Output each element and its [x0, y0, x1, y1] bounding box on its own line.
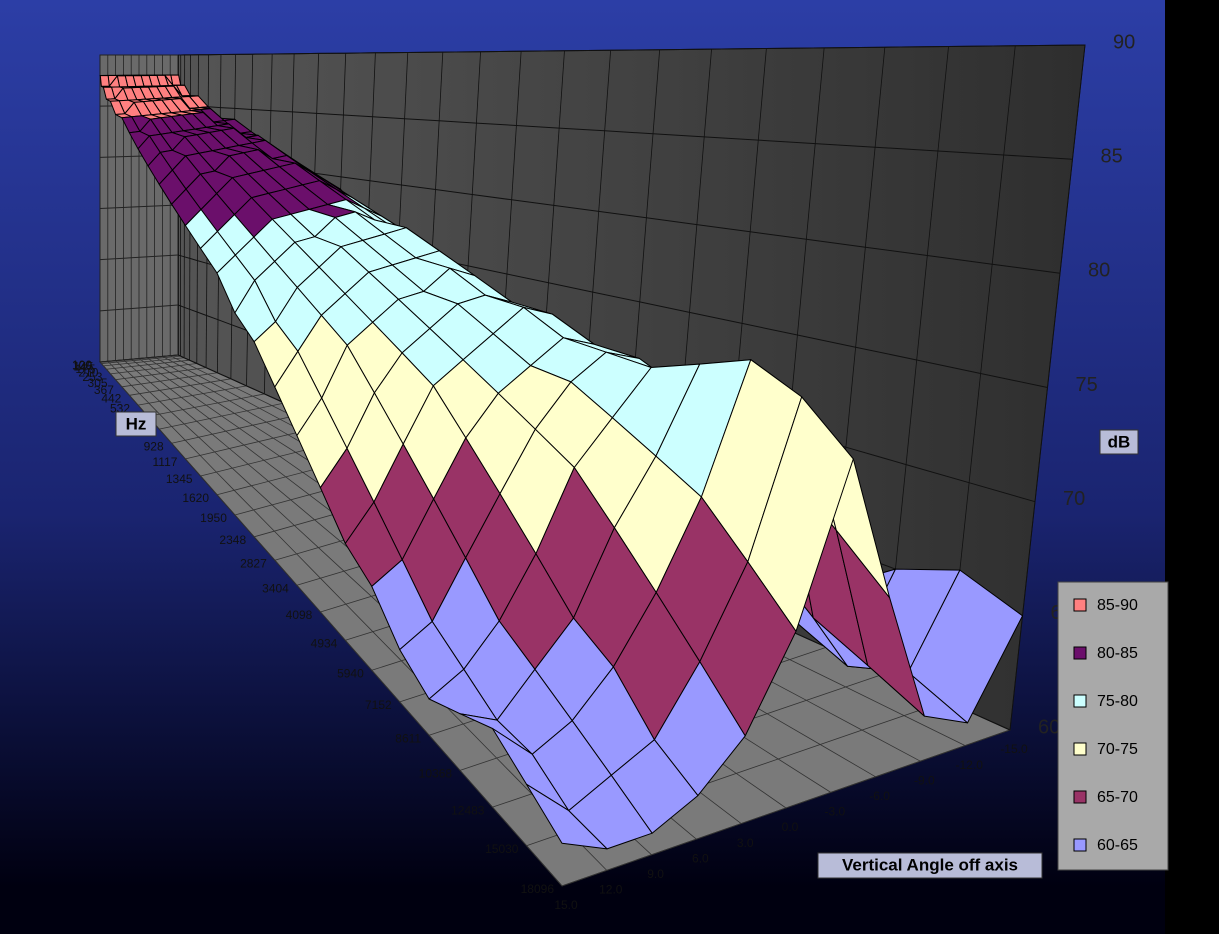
legend-label: 65-70: [1097, 789, 1138, 806]
y-tick-label: 3404: [262, 581, 289, 595]
z-tick-label: 80: [1088, 260, 1110, 282]
y-tick-label: 120: [72, 359, 92, 373]
z-tick-label: 90: [1113, 31, 1135, 53]
z-tick-label: 75: [1076, 374, 1098, 396]
x-label: Vertical Angle off axis: [842, 855, 1018, 874]
y-axis-title: Hz: [115, 411, 157, 437]
y-tick-label: 1620: [182, 491, 209, 505]
y-tick-label: 5940: [337, 666, 364, 680]
y-tick-label: 2827: [240, 556, 267, 570]
y-tick-label: 8611: [395, 731, 421, 745]
legend-swatch: [1073, 646, 1087, 660]
surface-patch: [526, 783, 608, 850]
legend-label: 60-65: [1097, 837, 1138, 854]
y-tick-label: 367: [94, 383, 114, 397]
legend-swatch: [1073, 598, 1087, 612]
y-tick-label: 210: [78, 365, 98, 379]
z-tick-label: 85: [1101, 145, 1123, 167]
legend-label: 80-85: [1097, 645, 1138, 662]
y-tick-label: 18096: [521, 882, 555, 896]
legend-swatch: [1073, 694, 1087, 708]
x-tick-label: -9.0: [914, 773, 935, 787]
x-axis-title: Vertical Angle off axis: [817, 852, 1043, 879]
x-tick-label: -3.0: [824, 805, 845, 819]
legend-swatch: [1073, 742, 1087, 756]
y-tick-label: 100: [72, 358, 92, 372]
y-tick-label: 253: [82, 370, 102, 384]
legend-label: 70-75: [1097, 741, 1138, 758]
y-tick-label: 15030: [485, 842, 519, 856]
y-tick-label: 1117: [153, 455, 178, 469]
x-tick-label: 6.0: [692, 851, 709, 865]
y-tick-label: 1950: [200, 511, 227, 525]
x-tick-label: 0.0: [782, 820, 799, 834]
plot: 1001201451752102533053674425326407719281…: [72, 31, 1135, 912]
x-tick-label: -6.0: [869, 789, 890, 803]
surface-patch: [99, 75, 110, 87]
y-tick-label: 4934: [311, 636, 338, 650]
legend-swatch: [1073, 790, 1087, 804]
x-tick-label: -15.0: [1000, 742, 1028, 756]
grid-line: [99, 304, 179, 312]
y-tick-label: 1345: [166, 472, 193, 486]
legend-label: 85-90: [1097, 597, 1138, 614]
z-axis-title: dB: [1099, 429, 1139, 455]
y-tick-label: 12483: [451, 803, 485, 817]
legend: 85-90 80-85 75-80 70-75 65-70 60-65: [1073, 597, 1138, 854]
legend-box: [1057, 581, 1169, 871]
y-tick-label: 175: [75, 362, 95, 376]
x-tick-label: -12.0: [956, 758, 984, 772]
y-tick-label: 7152: [365, 698, 392, 712]
y-tick-label: 4098: [286, 608, 313, 622]
grid-line: [99, 354, 179, 363]
y-tick-label: 2348: [219, 533, 246, 547]
y-tick-label: 145: [73, 360, 93, 374]
y-tick-label: 305: [88, 376, 108, 390]
z-label: dB: [1108, 432, 1131, 451]
y-tick-label: 442: [101, 391, 121, 405]
z-tick-label: 70: [1063, 488, 1085, 510]
floor-grid: [99, 361, 563, 887]
legend-label: 75-80: [1097, 693, 1138, 710]
z-tick-label: 60: [1038, 716, 1060, 738]
x-tick-label: 3.0: [737, 836, 754, 850]
x-tick-label: 12.0: [599, 883, 623, 897]
grid-line: [99, 204, 179, 209]
grid-line: [178, 44, 1086, 56]
x-tick-label: 15.0: [554, 898, 578, 912]
y-label: Hz: [126, 414, 147, 433]
y-tick-label: 928: [144, 439, 164, 453]
y-tick-label: 10368: [419, 767, 453, 781]
legend-swatch: [1073, 838, 1087, 852]
x-tick-label: 9.0: [647, 867, 664, 881]
grid-line: [99, 254, 179, 261]
